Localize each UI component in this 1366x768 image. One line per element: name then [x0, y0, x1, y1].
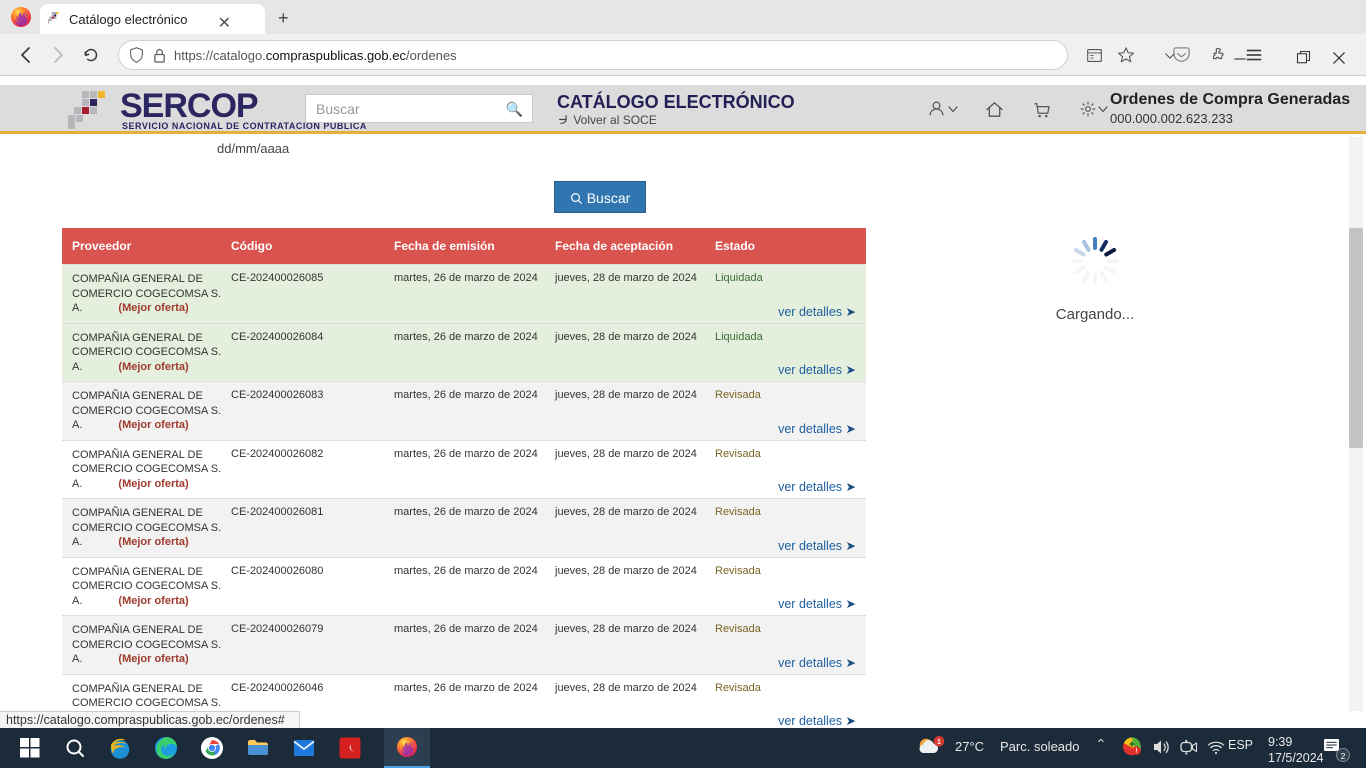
- svg-text:1: 1: [937, 739, 941, 746]
- svg-text:!: !: [1135, 748, 1137, 755]
